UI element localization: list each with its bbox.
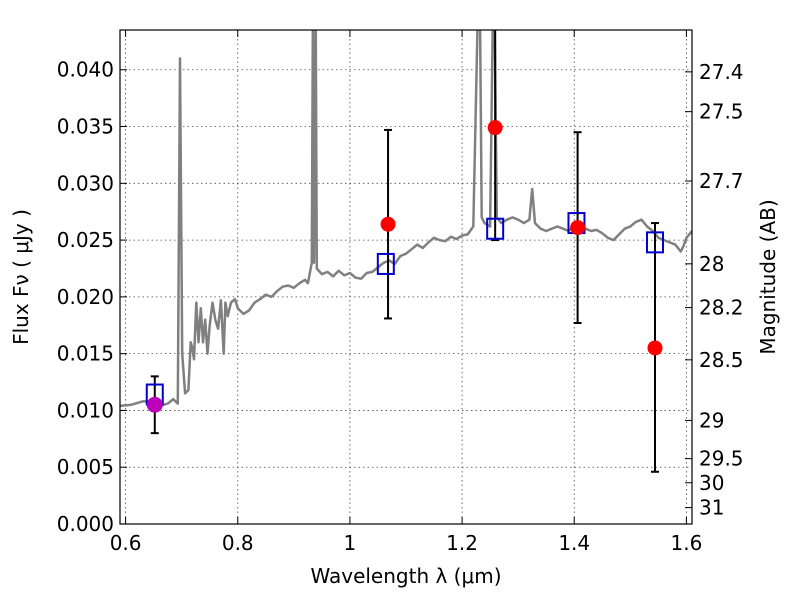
model-point — [486, 217, 505, 240]
observed-point-first — [146, 396, 163, 413]
y-tick-label: 0.010 — [57, 398, 114, 422]
y-axis-title: Flux Fν ( μJy ) — [9, 209, 33, 345]
x-tick-label: 1.4 — [558, 531, 590, 555]
x-tick-label: 0.6 — [110, 531, 142, 555]
error-bars — [150, 30, 659, 473]
right-tick-label: 28 — [699, 252, 724, 276]
right-tick-label: 30 — [699, 471, 724, 495]
observed-point — [647, 340, 663, 356]
y-tick-label: 0.040 — [57, 58, 114, 82]
y-tick-label: 0.000 — [57, 512, 114, 536]
right-tick-label: 27.5 — [699, 100, 744, 124]
right-tick-label: 28.5 — [699, 348, 744, 372]
right-tick-label: 27.4 — [699, 60, 744, 84]
right-tick-label: 29.5 — [699, 447, 744, 471]
spectrum-line — [120, 30, 692, 408]
y-tick-label: 0.015 — [57, 342, 114, 366]
x-axis-title: Wavelength λ (μm) — [310, 564, 501, 588]
x-tick-label: 0.8 — [222, 531, 254, 555]
right-tick-label: 28.2 — [699, 296, 744, 320]
x-tick-label: 1.6 — [670, 531, 702, 555]
data-points — [145, 120, 664, 413]
y-tick-label: 0.020 — [57, 285, 114, 309]
observed-point — [487, 120, 503, 136]
y-tick-label: 0.005 — [57, 455, 114, 479]
x-tick-label: 1.2 — [446, 531, 478, 555]
model-point — [376, 252, 395, 275]
grid-lines — [120, 30, 692, 525]
right-tick-label: 31 — [699, 496, 724, 520]
x-tick-label: 1 — [344, 531, 357, 555]
observed-point — [570, 220, 586, 236]
y-tick-label: 0.025 — [57, 228, 114, 252]
model-point — [645, 231, 664, 254]
right-axis-title: Magnitude (AB) — [756, 199, 780, 354]
axis-ticks: 0.6 0.8 1 1.2 1.4 1.6 0.000 0.005 0.010 0.015 0.02… — [57, 30, 744, 555]
right-tick-label: 27.7 — [699, 169, 744, 193]
model-spectrum — [120, 30, 692, 408]
plot-frame — [119, 29, 693, 525]
right-tick-label: 29 — [699, 408, 724, 432]
observed-point — [380, 216, 396, 232]
y-tick-label: 0.035 — [57, 115, 114, 139]
y-tick-label: 0.030 — [57, 171, 114, 195]
